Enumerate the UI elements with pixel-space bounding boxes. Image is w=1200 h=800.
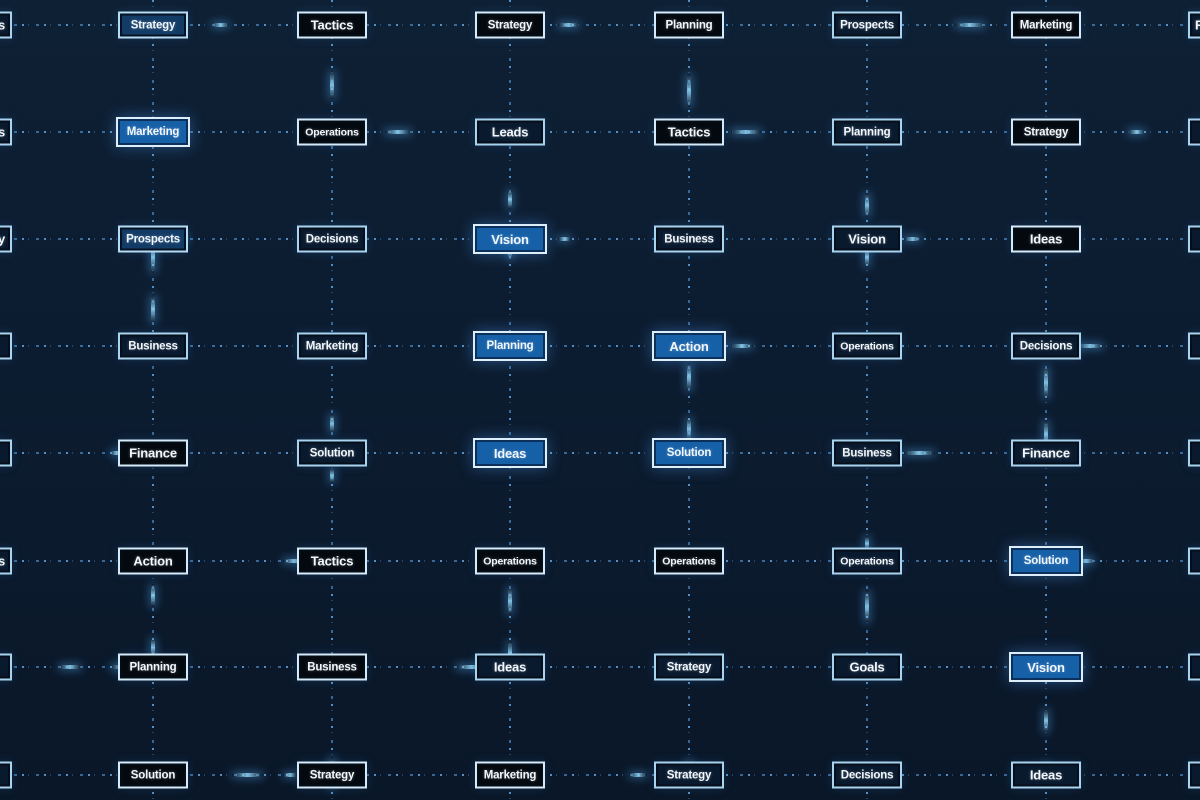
concept-node: Decisions: [1011, 332, 1081, 360]
line-glow-streak: [508, 587, 512, 615]
concept-node: Tactics: [297, 547, 367, 575]
concept-node: Tactics: [297, 11, 367, 39]
concept-node: Strategy: [475, 11, 545, 39]
edge-node-fragment: F: [1188, 11, 1200, 39]
concept-node: Prospects: [118, 225, 188, 253]
edge-node-fragment: y: [0, 225, 12, 253]
concept-node: Marketing: [116, 117, 190, 147]
concept-node: Ideas: [475, 653, 545, 681]
concept-node: Decisions: [297, 225, 367, 253]
edge-node-fragment: [1188, 653, 1200, 681]
concept-node: Marketing: [475, 761, 545, 789]
concept-node: Planning: [118, 653, 188, 681]
concept-node: Leads: [475, 118, 545, 146]
edge-node-fragment: s: [0, 118, 12, 146]
concept-node: Business: [832, 439, 902, 467]
concept-node: Ideas: [1011, 225, 1081, 253]
concept-node: Strategy: [654, 653, 724, 681]
line-glow-streak: [904, 451, 935, 455]
concept-node: Goals: [832, 653, 902, 681]
concept-node: Prospects: [832, 11, 902, 39]
concept-node: Operations: [832, 332, 902, 360]
line-glow-streak: [558, 23, 579, 27]
concept-node: Decisions: [832, 761, 902, 789]
concept-node: Action: [652, 331, 726, 361]
concept-node: Vision: [1009, 652, 1083, 682]
concept-node: Marketing: [1011, 11, 1081, 39]
concept-node: Ideas: [473, 438, 547, 468]
line-glow-streak: [385, 130, 411, 134]
edge-node-fragment: [1188, 547, 1200, 575]
edge-node-fragment: [0, 332, 12, 360]
line-glow-streak: [508, 190, 512, 209]
concept-node: Solution: [118, 761, 188, 789]
line-glow-streak: [687, 363, 691, 391]
concept-node: Finance: [118, 439, 188, 467]
concept-node: Operations: [297, 118, 367, 146]
concept-node: Planning: [832, 118, 902, 146]
concept-node: Planning: [473, 331, 547, 361]
concept-node: Finance: [1011, 439, 1081, 467]
concept-node: Operations: [832, 547, 902, 575]
concept-node: Business: [654, 225, 724, 253]
concept-node: Strategy: [654, 761, 724, 789]
line-glow-streak: [865, 590, 869, 623]
concept-node: Vision: [832, 225, 902, 253]
edge-node-fragment: [0, 439, 12, 467]
concept-node: Operations: [475, 547, 545, 575]
edge-node-fragment: s: [0, 547, 12, 575]
line-glow-streak: [232, 773, 263, 777]
concept-node: Solution: [1009, 546, 1083, 576]
line-glow-streak: [1044, 366, 1048, 399]
concept-node: Strategy: [297, 761, 367, 789]
line-glow-streak: [955, 23, 985, 27]
concept-node: Action: [118, 547, 188, 575]
concept-node: Strategy: [1011, 118, 1081, 146]
line-glow-streak: [330, 71, 334, 99]
concept-node: Tactics: [654, 118, 724, 146]
concept-node: Planning: [654, 11, 724, 39]
concept-node: Solution: [652, 438, 726, 468]
line-glow-streak: [904, 237, 921, 241]
line-glow-streak: [687, 74, 691, 107]
concept-node: Strategy: [118, 11, 188, 39]
edge-node-fragment: [1188, 118, 1200, 146]
concept-node: Operations: [654, 547, 724, 575]
line-glow-streak: [330, 414, 334, 433]
line-glow-streak: [1044, 709, 1048, 733]
concept-node: Ideas: [1011, 761, 1081, 789]
line-glow-streak: [151, 295, 155, 323]
concept-node: Business: [118, 332, 188, 360]
line-glow-streak: [59, 665, 81, 669]
edge-node-fragment: [0, 761, 12, 789]
line-glow-streak: [1128, 130, 1145, 134]
edge-node-fragment: [1188, 761, 1200, 789]
edge-node-fragment: s: [0, 11, 12, 39]
line-glow-streak: [629, 773, 647, 777]
edge-node-fragment: [1188, 225, 1200, 253]
edge-node-fragment: [0, 653, 12, 681]
edge-node-fragment: [1188, 332, 1200, 360]
line-glow-streak: [151, 584, 155, 607]
concept-node: Marketing: [297, 332, 367, 360]
concept-node: Vision: [473, 224, 547, 254]
line-glow-streak: [330, 468, 334, 483]
line-glow-streak: [558, 237, 571, 241]
line-glow-streak: [731, 130, 761, 134]
concept-node: Business: [297, 653, 367, 681]
concept-node: Solution: [297, 439, 367, 467]
edge-node-fragment: [1188, 439, 1200, 467]
line-glow-streak: [865, 193, 869, 217]
line-glow-streak: [283, 773, 297, 777]
line-glow-streak: [731, 344, 753, 348]
line-glow-streak: [212, 23, 229, 27]
